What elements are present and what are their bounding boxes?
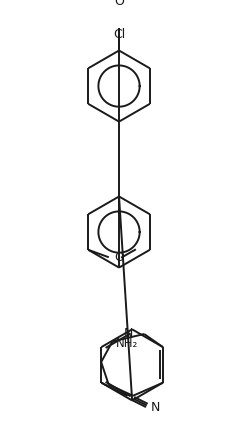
Text: N: N (124, 327, 133, 340)
Text: N: N (151, 401, 160, 414)
Text: Cl: Cl (113, 28, 125, 41)
Text: O: O (114, 251, 124, 264)
Text: NH₂: NH₂ (116, 337, 139, 350)
Text: O: O (114, 0, 124, 8)
